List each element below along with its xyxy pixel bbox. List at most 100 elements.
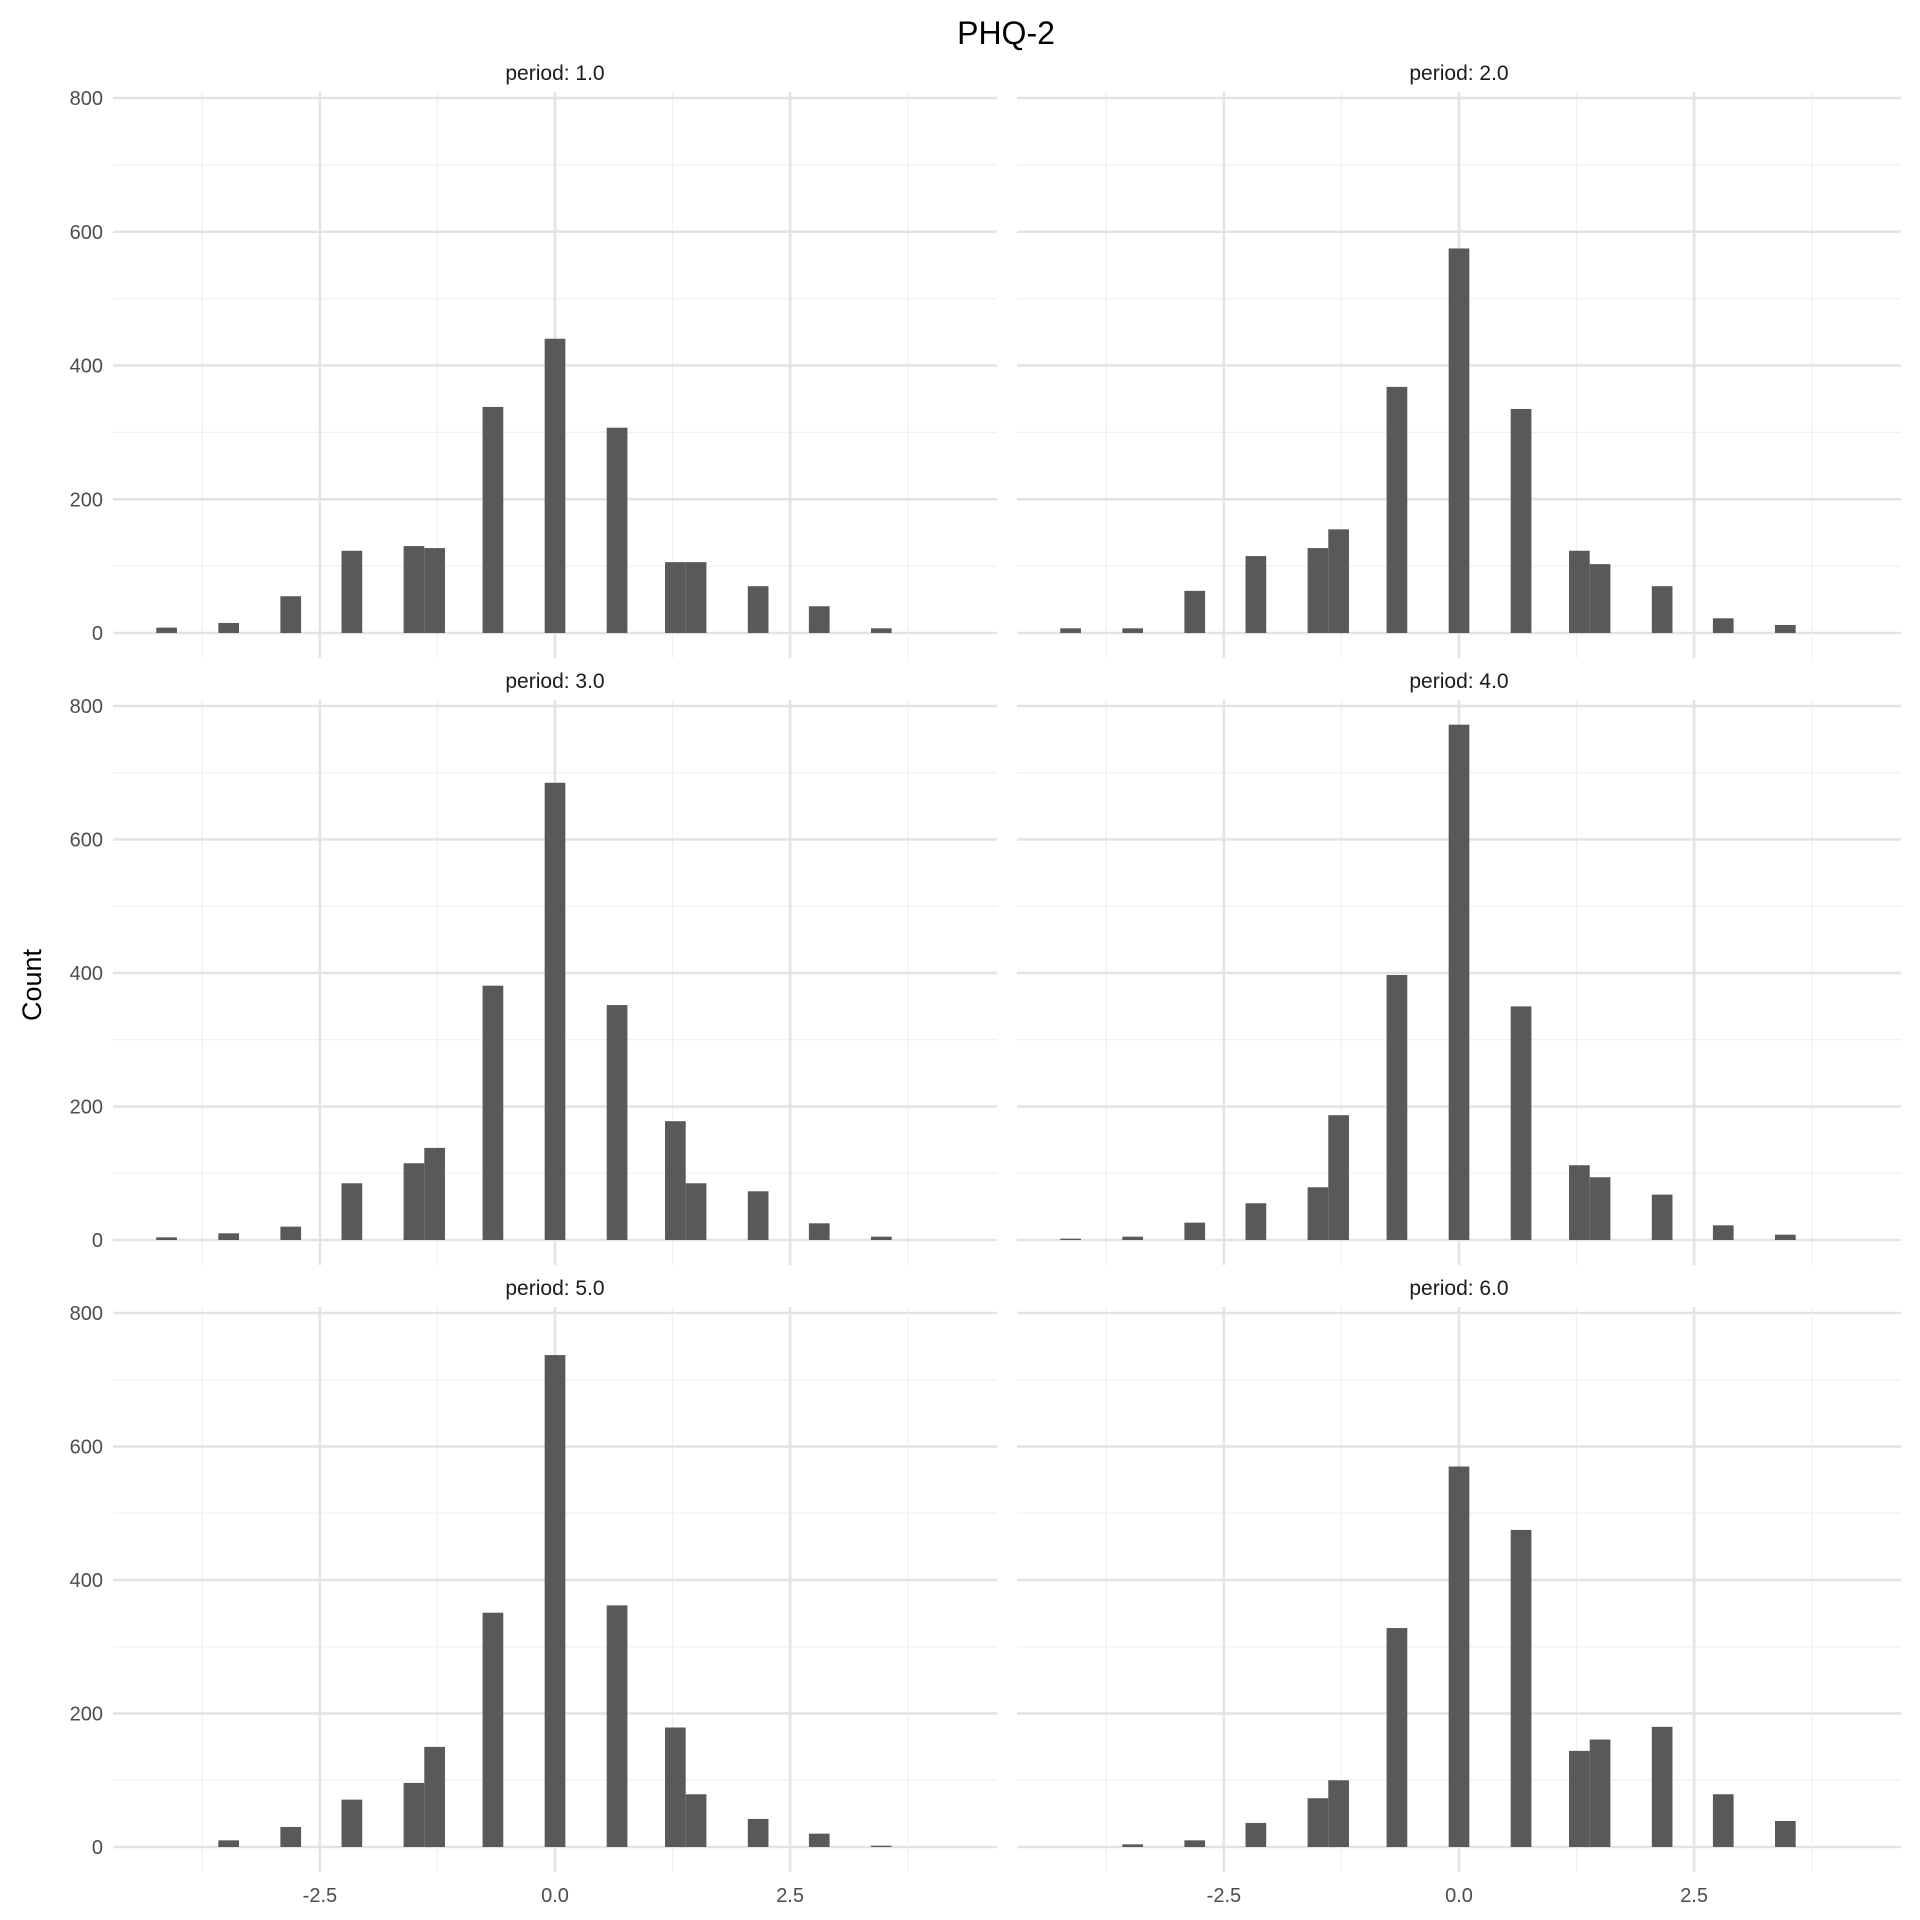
facet-panel: period: 6.0 -2.5 0.0 2.5 xyxy=(1017,1277,1901,1907)
histogram-bar xyxy=(1122,1844,1144,1847)
histogram-bar xyxy=(1651,1194,1673,1240)
histogram-bar xyxy=(1060,628,1081,633)
histogram-bar xyxy=(482,406,504,633)
histogram-bar xyxy=(1712,1225,1734,1240)
histogram-bar xyxy=(1774,1234,1796,1240)
histogram-bar xyxy=(1245,1822,1267,1847)
facet-label: period: 2.0 xyxy=(1409,62,1508,85)
y-tick-label: 400 xyxy=(70,356,103,378)
y-tick-label: 800 xyxy=(70,696,103,718)
histogram-bar xyxy=(403,1782,425,1847)
y-tick-label: 400 xyxy=(70,1570,103,1592)
y-tick-label: 600 xyxy=(70,222,103,244)
histogram-bar xyxy=(808,1223,830,1240)
histogram-bar xyxy=(403,546,425,633)
y-tick-label: 800 xyxy=(70,1303,103,1325)
histogram-bar xyxy=(870,1236,892,1240)
facet-panel: period: 4.0 xyxy=(1017,670,1901,1265)
y-tick-label: 800 xyxy=(70,88,103,110)
histogram-bar xyxy=(665,562,686,633)
y-tick-label: 0 xyxy=(92,1230,103,1252)
x-tick-label: -2.5 xyxy=(303,1885,337,1907)
histogram-bar xyxy=(606,1005,628,1240)
histogram-bar xyxy=(685,1794,707,1847)
histogram-bar xyxy=(1569,1165,1590,1240)
histogram-bar xyxy=(1307,1187,1329,1240)
histogram-bar xyxy=(1386,975,1408,1240)
histogram-bar xyxy=(1569,1750,1590,1847)
histogram-bar xyxy=(747,586,769,633)
histogram-bar xyxy=(1184,1222,1206,1240)
histogram-bar xyxy=(1510,1529,1532,1847)
histogram-bar xyxy=(1386,1628,1408,1847)
x-tick-label: 0.0 xyxy=(541,1885,569,1907)
histogram-bar xyxy=(685,562,707,633)
facet-label: period: 6.0 xyxy=(1409,1277,1508,1300)
histogram-bar xyxy=(665,1121,686,1240)
histogram-bar xyxy=(1328,1115,1349,1240)
histogram-bar xyxy=(341,1183,363,1240)
histogram-bar xyxy=(156,627,177,633)
histogram-bar xyxy=(218,622,240,633)
histogram-bar xyxy=(424,1746,445,1847)
y-tick-label: 600 xyxy=(70,830,103,852)
facet-label: period: 5.0 xyxy=(505,1277,604,1300)
histogram-bar xyxy=(1589,1177,1611,1240)
histogram-bar xyxy=(544,782,566,1240)
histogram-bar xyxy=(1307,1798,1329,1847)
histogram-bar xyxy=(424,548,445,633)
histogram-bar xyxy=(1448,248,1470,633)
histogram-bar xyxy=(280,596,302,633)
facet-label: period: 1.0 xyxy=(505,62,604,85)
y-tick-label: 200 xyxy=(70,489,103,511)
histogram-bar xyxy=(1307,548,1329,633)
histogram-bar xyxy=(1651,1726,1673,1847)
histogram-bar xyxy=(1712,618,1734,633)
histogram-bar xyxy=(218,1840,240,1847)
histogram-bar xyxy=(1774,624,1796,633)
histogram-bar xyxy=(870,628,892,633)
chart-title: PHQ-2 xyxy=(957,15,1055,51)
y-axis-label: Count xyxy=(17,948,47,1021)
histogram-bar xyxy=(544,1355,566,1847)
histogram-bar xyxy=(403,1163,425,1240)
histogram-bar xyxy=(1589,564,1611,633)
facet-panel: period: 3.0 0 200 400 600 800 xyxy=(70,670,997,1265)
histogram-bar xyxy=(747,1191,769,1240)
histogram-bar xyxy=(1328,529,1349,633)
histogram-bar xyxy=(665,1727,686,1847)
facet-panel: period: 5.0 0 200 400 600 800 -2.5 0.0 2.5 xyxy=(70,1277,997,1907)
histogram-bar xyxy=(1328,1780,1349,1847)
histogram-bar xyxy=(341,550,363,633)
histogram-bar xyxy=(1184,1840,1206,1847)
x-tick-label: 2.5 xyxy=(1680,1885,1708,1907)
histogram-bar xyxy=(1712,1794,1734,1847)
histogram-bar xyxy=(808,1833,830,1847)
histogram-bar xyxy=(280,1226,302,1240)
facets-layer: period: 1.0 0 200 400 600 800 period: 2.0 perio… xyxy=(70,62,1901,1907)
histogram-bar xyxy=(1510,408,1532,633)
histogram-bar xyxy=(1245,1203,1267,1240)
histogram-bar xyxy=(1651,586,1673,633)
histogram-bar xyxy=(341,1799,363,1847)
histogram-bar xyxy=(1589,1739,1611,1847)
y-tick-label: 600 xyxy=(70,1437,103,1459)
histogram-bar xyxy=(1122,628,1144,633)
y-tick-label: 0 xyxy=(92,1837,103,1859)
histogram-bar xyxy=(1386,386,1408,633)
histogram-bar xyxy=(1122,1236,1144,1240)
x-tick-label: 0.0 xyxy=(1445,1885,1473,1907)
facet-label: period: 3.0 xyxy=(505,670,604,693)
histogram-bar xyxy=(482,985,504,1240)
histogram-bar xyxy=(1448,724,1470,1240)
y-tick-label: 0 xyxy=(92,623,103,645)
histogram-bar xyxy=(1569,550,1590,633)
y-tick-label: 200 xyxy=(70,1097,103,1119)
y-tick-label: 200 xyxy=(70,1704,103,1726)
facet-panel: period: 2.0 xyxy=(1017,62,1901,658)
histogram-bar xyxy=(747,1818,769,1847)
histogram-bar xyxy=(870,1845,892,1847)
y-tick-label: 400 xyxy=(70,963,103,985)
histogram-bar xyxy=(1774,1820,1796,1847)
